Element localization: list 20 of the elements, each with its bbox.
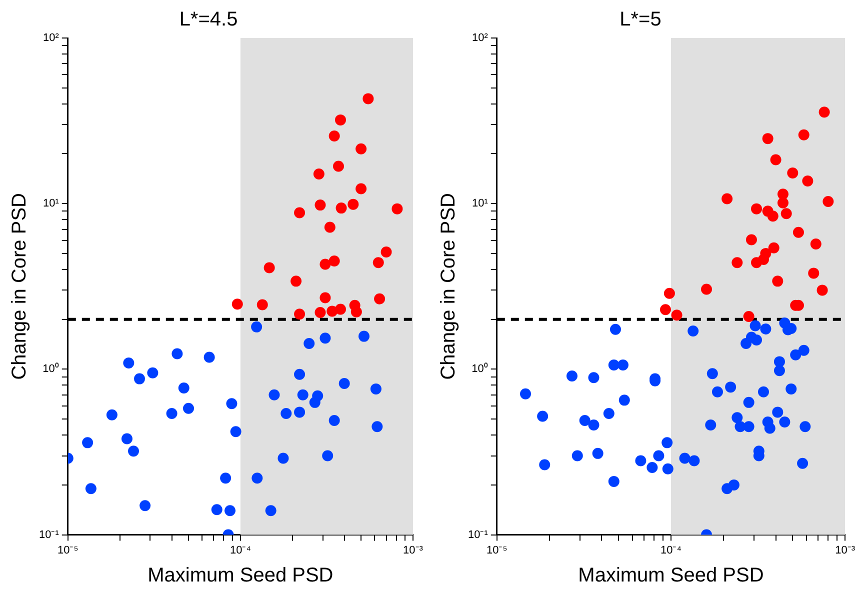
y-axis-title: Change in Core PSD: [438, 193, 460, 380]
y-tick-label: 10⁰: [472, 362, 488, 376]
y-tick-label: 10⁰: [42, 362, 59, 376]
y-tick-label: 10²: [472, 32, 488, 44]
y-axis-title: Change in Core PSD: [8, 193, 31, 380]
x-tick-label: 10⁻³: [403, 544, 424, 556]
chart-title: L*=4.5: [179, 8, 238, 31]
chart-title: L*=5: [620, 8, 662, 31]
y-tick-label: 10¹: [472, 198, 488, 210]
x-tick-label: 10⁻⁵: [58, 544, 78, 556]
y-tick-label: 10²: [42, 32, 60, 44]
x-axis-title: Maximum Seed PSD: [578, 564, 764, 587]
x-tick-label: 10⁻³: [835, 544, 856, 556]
y-tick-label: 10¹: [42, 198, 60, 210]
x-tick-label: 10⁻⁴: [660, 544, 682, 556]
x-tick-label: 10⁻⁵: [486, 544, 508, 556]
y-tick-label: 10⁻¹: [468, 528, 488, 541]
y-tick-label: 10⁻¹: [38, 528, 60, 541]
x-axis-title: Maximum Seed PSD: [148, 564, 334, 587]
x-tick-label: 10⁻⁴: [230, 544, 252, 556]
